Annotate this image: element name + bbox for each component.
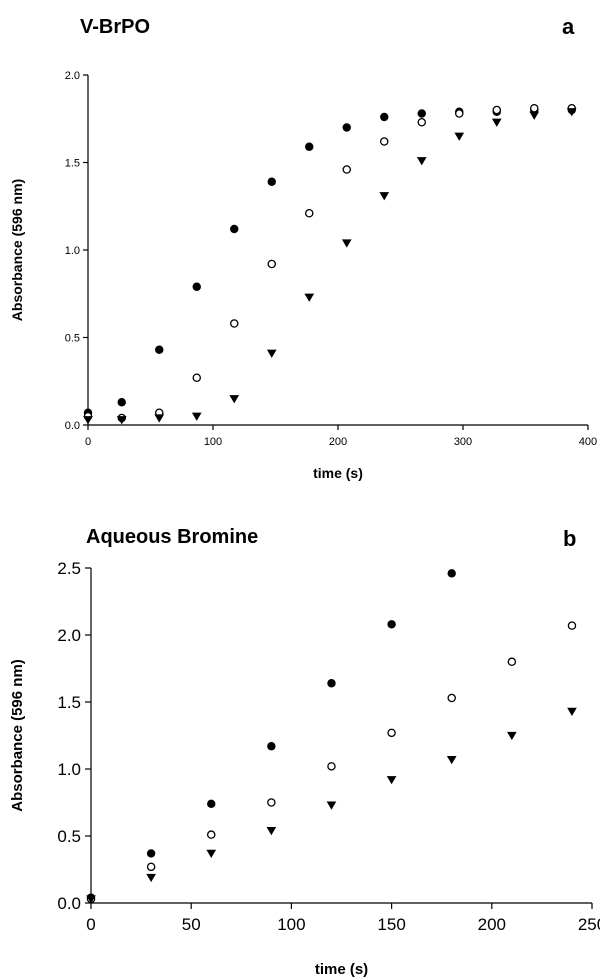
- data-point-triangle: [83, 416, 93, 425]
- x-tick-label: 150: [377, 915, 405, 934]
- data-point-triangle: [304, 293, 315, 302]
- data-point-triangle: [326, 801, 337, 810]
- data-point-open-circle: [447, 693, 456, 703]
- data-point-triangle: [567, 707, 577, 716]
- data-point-open-circle: [192, 373, 201, 382]
- data-point-filled-circle: [267, 177, 276, 186]
- y-tick-label: 0.5: [57, 827, 81, 846]
- x-axis-title: time (s): [315, 961, 368, 978]
- data-point-triangle: [266, 349, 277, 358]
- data-point-open-circle: [387, 728, 396, 738]
- data-point-filled-circle: [387, 620, 396, 629]
- data-point-filled-circle: [327, 679, 336, 688]
- x-tick-label: 100: [277, 915, 305, 934]
- data-point-filled-circle: [155, 345, 164, 354]
- data-point-triangle: [566, 108, 577, 117]
- y-tick-label: 0.0: [57, 894, 81, 913]
- data-point-triangle: [206, 849, 217, 859]
- data-point-triangle: [416, 157, 427, 166]
- y-axis-title: Absorbance (596 nm): [9, 659, 26, 812]
- y-tick-label: 1.0: [57, 760, 81, 779]
- data-point-triangle: [529, 111, 540, 120]
- data-point-triangle: [266, 827, 277, 836]
- y-tick-label: 0.5: [65, 332, 80, 344]
- data-point-triangle: [341, 239, 352, 248]
- x-tick-label: 300: [454, 436, 472, 448]
- x-tick-label: 200: [329, 436, 347, 448]
- data-point-triangle: [454, 132, 465, 141]
- x-tick-label: 250: [578, 915, 600, 934]
- x-axis-title: time (s): [313, 465, 363, 481]
- data-point-filled-circle: [230, 224, 239, 234]
- data-point-filled-circle: [305, 142, 314, 151]
- scatter-plot-b: 0 50 100 150 200 250 0.0 0.5 1.0 1.5 2.0 2.5 time (s…: [9, 559, 600, 978]
- data-point-filled-circle: [447, 569, 456, 578]
- y-tick-label: 1.5: [65, 157, 80, 169]
- chart-title: V-BrPO: [80, 16, 151, 38]
- x-tick-label: 0: [85, 436, 91, 448]
- chart-title: Aqueous Bromine: [86, 526, 259, 548]
- data-point-triangle: [379, 192, 390, 201]
- panel-letter: a: [562, 14, 575, 39]
- panel-letter: b: [563, 526, 577, 551]
- data-point-filled-circle: [417, 109, 426, 118]
- data-point-filled-circle: [267, 742, 276, 751]
- data-point-open-circle: [454, 109, 464, 118]
- x-tick-label: 0: [86, 915, 95, 934]
- data-point-filled-circle: [192, 282, 201, 291]
- data-point-open-circle: [417, 118, 426, 127]
- y-tick-label: 1.0: [65, 245, 80, 257]
- data-point-open-circle: [567, 621, 577, 630]
- x-tick-label: 50: [182, 915, 201, 934]
- y-tick-label: 0.0: [65, 420, 80, 432]
- data-point-filled-circle: [342, 123, 351, 132]
- data-point-filled-circle: [117, 398, 126, 407]
- scatter-plot-a: 0 100 200 300 400 0.0 0.5 1.0 1.5 2.0 time (s) Abso…: [9, 70, 597, 481]
- data-point-open-circle: [327, 762, 336, 771]
- data-point-triangle: [507, 731, 517, 741]
- data-point-triangle: [116, 416, 127, 425]
- data-point-triangle: [446, 755, 457, 765]
- data-point-triangle: [491, 118, 502, 127]
- data-point-triangle: [146, 873, 156, 883]
- x-tick-label: 100: [204, 436, 222, 448]
- data-point-open-circle: [379, 137, 389, 146]
- data-point-triangle: [386, 776, 397, 785]
- data-point-open-circle: [342, 165, 351, 174]
- y-axis-title: Absorbance (596 nm): [9, 179, 25, 321]
- y-tick-label: 2.5: [57, 559, 81, 578]
- data-point-open-circle: [146, 862, 156, 872]
- data-point-filled-circle: [207, 799, 216, 809]
- data-point-triangle: [154, 414, 165, 423]
- y-tick-label: 1.5: [57, 693, 81, 712]
- chart-panel-a: V-BrPO a 0 100 200 300 400 0.0 0.5 1.0 1.5 2.0 tim…: [9, 14, 597, 481]
- data-point-open-circle: [530, 104, 539, 113]
- chart-panel-b: Aqueous Bromine b 0 50 100 150 200 250 0.0 0.5 1…: [0, 490, 600, 980]
- data-point-open-circle: [206, 830, 216, 839]
- data-point-filled-circle: [146, 849, 156, 858]
- x-tick-label: 200: [478, 915, 506, 934]
- y-tick-label: 2.0: [57, 626, 81, 645]
- data-point-filled-circle: [380, 112, 389, 122]
- data-point-open-circle: [304, 208, 314, 218]
- data-point-open-circle: [507, 657, 517, 667]
- x-tick-label: 400: [579, 436, 597, 448]
- y-tick-label: 2.0: [65, 70, 80, 82]
- data-point-triangle: [191, 412, 202, 421]
- data-point-open-circle: [267, 259, 276, 269]
- data-point-open-circle: [229, 319, 239, 328]
- data-point-open-circle: [492, 105, 501, 115]
- data-point-triangle: [229, 395, 240, 404]
- data-point-open-circle: [267, 798, 276, 807]
- data-point-triangle: [86, 895, 96, 904]
